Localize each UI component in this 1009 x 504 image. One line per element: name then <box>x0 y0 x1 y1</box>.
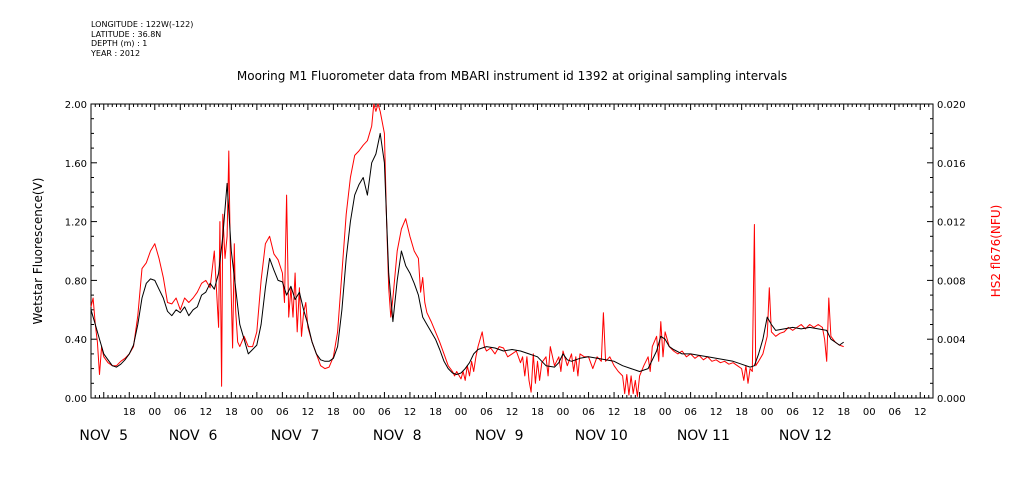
x-day-label: NOV 12 <box>779 428 832 444</box>
x-day-label: NOV 6 <box>169 428 218 444</box>
right-axis-ticks: 0.000 0.004 0.008 0.012 0.016 0.020 <box>927 100 966 405</box>
x-hour-label: 06 <box>786 407 799 418</box>
x-hour-label: 00 <box>148 407 161 418</box>
latitude-label: LATITUDE : 36.8N <box>91 29 162 39</box>
x-hour-label: 18 <box>531 407 544 418</box>
x-hour-label: 12 <box>199 407 212 418</box>
x-hour-label: 12 <box>812 407 825 418</box>
metadata-block: LONGITUDE : 122W(-122) LATITUDE : 36.8N … <box>91 20 193 58</box>
x-hour-label: 06 <box>582 407 595 418</box>
series-lines <box>90 103 844 397</box>
x-day-label: NOV 7 <box>271 428 320 444</box>
left-tick-label: 0.80 <box>65 276 87 287</box>
x-hour-label: 06 <box>684 407 697 418</box>
x-hour-label: 00 <box>761 407 774 418</box>
x-hour-label: 18 <box>123 407 136 418</box>
series-line-wetstar <box>90 132 844 375</box>
right-tick-label: 0.000 <box>937 394 966 405</box>
right-tick-label: 0.020 <box>937 100 966 111</box>
left-tick-label: 1.60 <box>65 159 87 170</box>
x-hour-label: 12 <box>506 407 519 418</box>
x-day-label: NOV 10 <box>575 428 628 444</box>
x-hour-label: 12 <box>710 407 723 418</box>
x-hour-label: 18 <box>225 407 238 418</box>
year-label: YEAR : 2012 <box>91 48 141 58</box>
x-axis-day-labels: NOV 5 NOV 6 NOV 7 NOV 8 NOV 9 NOV 10 NOV 11 NOV… <box>79 428 832 444</box>
x-hour-label: 18 <box>633 407 646 418</box>
longitude-label: LONGITUDE : 122W(-122) <box>91 20 194 29</box>
x-hour-label: 12 <box>302 407 315 418</box>
x-axis-hour-labels: 18 00 06 12 18 00 06 12 18 00 06 12 18 00 06 12 18 00 06 12… <box>123 407 927 418</box>
x-hour-label: 06 <box>480 407 493 418</box>
x-hour-label: 06 <box>378 407 391 418</box>
x-hour-label: 12 <box>608 407 621 418</box>
right-axis-label: HS2 fl676(NFU) <box>989 205 1003 298</box>
left-tick-label: 0.00 <box>65 394 87 405</box>
chart-title: Mooring M1 Fluorometer data from MBARI i… <box>237 69 787 83</box>
x-hour-label: 18 <box>327 407 340 418</box>
x-day-label: NOV 8 <box>373 428 422 444</box>
x-day-label: NOV 9 <box>475 428 524 444</box>
right-tick-label: 0.004 <box>937 335 966 346</box>
x-hour-label: 00 <box>659 407 672 418</box>
axis-ticks <box>90 104 934 398</box>
x-hour-label: 12 <box>404 407 417 418</box>
right-tick-label: 0.016 <box>937 159 966 170</box>
x-hour-label: 18 <box>735 407 748 418</box>
x-hour-label: 00 <box>455 407 468 418</box>
x-hour-label: 06 <box>888 407 901 418</box>
x-day-label: NOV 5 <box>79 428 128 444</box>
depth-label: DEPTH (m) : 1 <box>91 39 148 48</box>
right-tick-label: 0.012 <box>937 218 966 229</box>
x-day-label: NOV 11 <box>677 428 730 444</box>
left-tick-label: 2.00 <box>65 100 87 111</box>
x-hour-label: 00 <box>250 407 263 418</box>
left-tick-label: 0.40 <box>65 335 87 346</box>
x-hour-label: 12 <box>914 407 927 418</box>
series-line-hs2 <box>90 103 844 397</box>
x-hour-label: 06 <box>276 407 289 418</box>
left-axis-label: Wetstar Fluorescence(V) <box>31 178 45 325</box>
x-hour-label: 18 <box>429 407 442 418</box>
x-hour-label: 00 <box>863 407 876 418</box>
left-tick-label: 1.20 <box>65 218 87 229</box>
x-hour-label: 18 <box>837 407 850 418</box>
right-tick-label: 0.008 <box>937 276 966 287</box>
x-hour-label: 06 <box>174 407 187 418</box>
x-hour-label: 00 <box>557 407 570 418</box>
left-axis-ticks: 0.00 0.40 0.80 1.20 1.60 2.00 <box>65 100 97 405</box>
x-hour-label: 00 <box>353 407 366 418</box>
